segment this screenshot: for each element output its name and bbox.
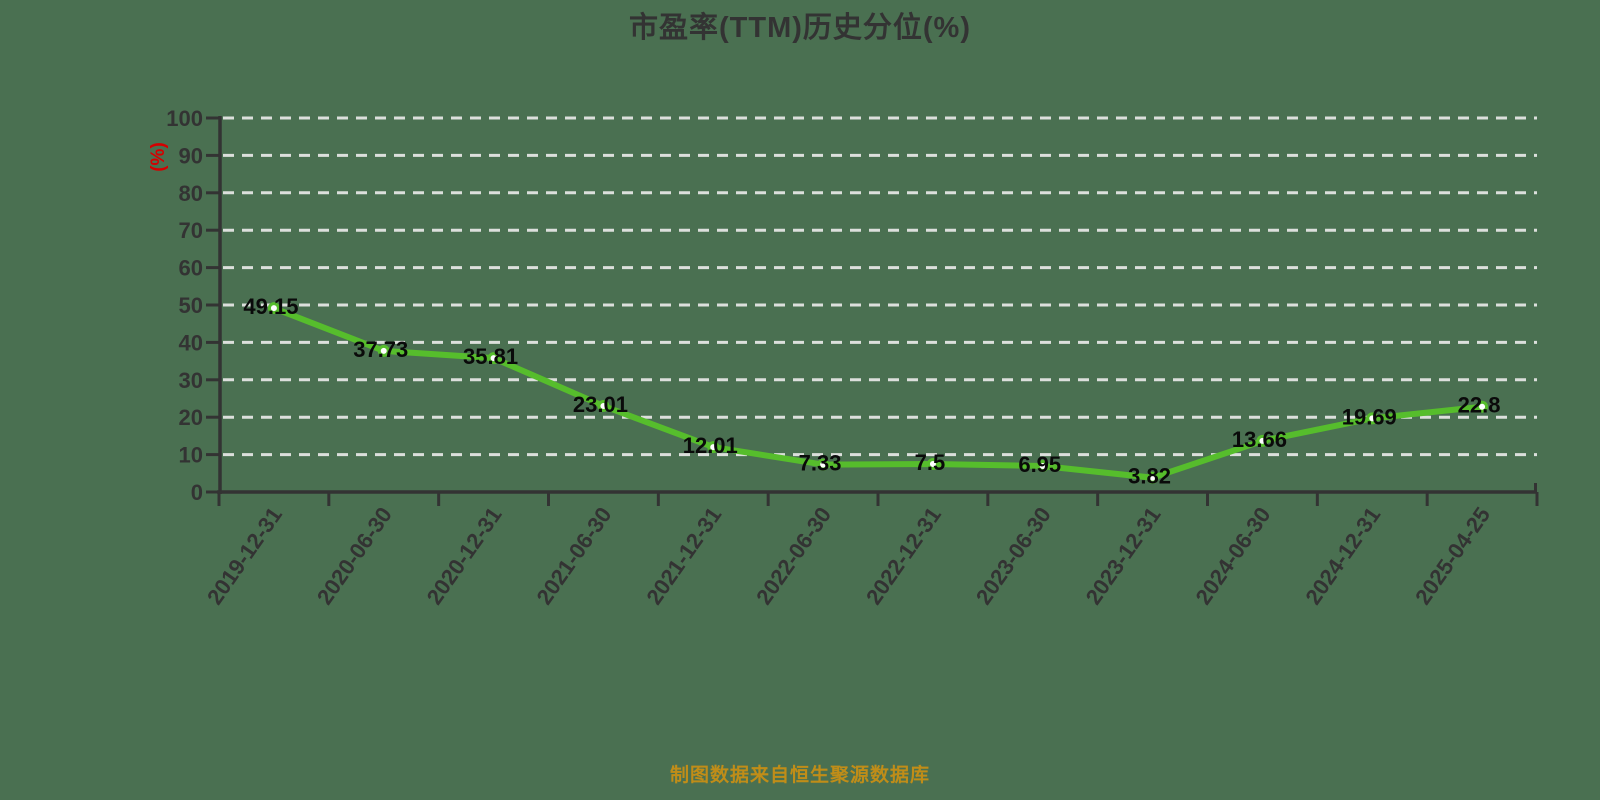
data-point (377, 344, 390, 357)
data-point-label: 6.95 (1018, 452, 1061, 477)
data-point-label: 3.82 (1128, 464, 1171, 489)
x-tick-label: 2022-06-30 (751, 503, 836, 610)
data-point-label: 13.66 (1232, 427, 1287, 452)
data-point (817, 458, 830, 471)
data-point (926, 457, 939, 470)
y-tick-label: 80 (179, 181, 203, 206)
data-point-label: 12.01 (683, 433, 738, 458)
data-point (267, 302, 280, 315)
y-axis-unit-label: (%) (148, 142, 169, 172)
y-tick-label: 30 (179, 368, 203, 393)
data-point-label: 7.33 (799, 451, 842, 476)
y-tick-label: 70 (179, 218, 203, 243)
data-point (1256, 434, 1269, 447)
y-tick-label: 90 (179, 143, 203, 168)
chart-title: 市盈率(TTM)历史分位(%) (628, 12, 971, 44)
y-tick-label: 0 (191, 480, 203, 505)
x-tick-label: 2022-12-31 (861, 503, 946, 610)
data-point (707, 441, 720, 454)
data-point-label: 37.73 (353, 337, 408, 362)
data-source-note: 制图数据来自恒生聚源数据库 (669, 765, 930, 786)
x-tick-label: 2021-12-31 (641, 503, 726, 610)
y-tick-label: 100 (166, 106, 203, 131)
data-point-label: 19.69 (1342, 404, 1397, 429)
x-tick-label: 2023-12-31 (1081, 503, 1166, 610)
x-tick-label: 2019-12-31 (202, 503, 287, 610)
y-tick-label: 20 (179, 405, 203, 430)
x-tick-label: 2023-06-30 (971, 503, 1056, 610)
data-point (1036, 460, 1049, 473)
x-tick-label: 2021-06-30 (531, 503, 616, 610)
data-point (1476, 400, 1489, 413)
y-tick-label: 60 (179, 256, 203, 281)
data-point-label: 49.15 (243, 294, 298, 319)
data-point (1146, 471, 1159, 484)
data-point-label: 23.01 (573, 392, 628, 417)
data-point (1366, 412, 1379, 425)
data-point (597, 399, 610, 412)
data-point-label: 35.81 (463, 344, 518, 369)
y-tick-label: 10 (179, 443, 203, 468)
x-tick-label: 2024-12-31 (1300, 503, 1385, 610)
x-tick-label: 2025-04-25 (1410, 503, 1495, 610)
y-tick-label: 50 (179, 293, 203, 318)
x-tick-label: 2020-12-31 (422, 503, 507, 610)
data-point (487, 352, 500, 365)
x-tick-label: 2020-06-30 (312, 503, 397, 610)
y-tick-label: 40 (179, 330, 203, 355)
x-tick-label: 2024-06-30 (1190, 503, 1275, 610)
series-line (270, 305, 1486, 481)
data-point-label: 22.8 (1458, 393, 1501, 418)
data-point-label: 7.5 (915, 450, 946, 475)
